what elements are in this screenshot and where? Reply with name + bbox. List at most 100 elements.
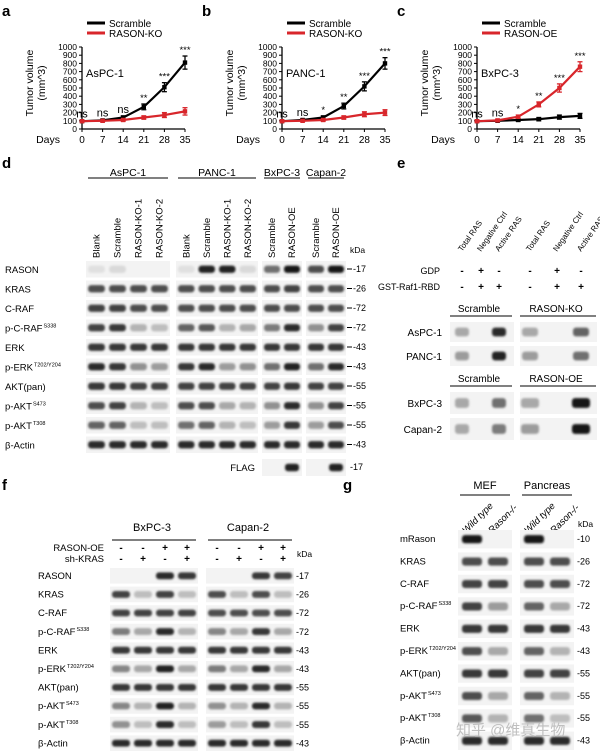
band xyxy=(462,736,482,745)
band xyxy=(109,265,126,273)
band xyxy=(328,324,344,332)
band xyxy=(550,714,570,723)
blot-g xyxy=(458,574,512,594)
row-label-main: p-C-RAF xyxy=(400,601,438,612)
lane-label: RASON-OE xyxy=(287,207,298,258)
band xyxy=(274,739,292,747)
blot-bands xyxy=(308,343,344,351)
band xyxy=(178,382,195,390)
condition-header: RASON-OE xyxy=(529,374,583,385)
blot-background xyxy=(110,716,198,733)
blot-g xyxy=(520,597,574,616)
blot-background xyxy=(110,623,198,640)
band xyxy=(198,363,215,371)
treatment-mark: + xyxy=(236,554,242,565)
cell-line-annotation: AsPC-1 xyxy=(86,68,124,80)
row-label-main: C-RAF xyxy=(400,579,429,590)
band xyxy=(524,624,544,633)
kda-marker: -43 xyxy=(577,736,590,746)
blot-background xyxy=(520,322,597,342)
treatment-mark: - xyxy=(163,554,166,565)
y-tick-label: 300 xyxy=(263,99,277,109)
band xyxy=(572,424,590,434)
treatment-mark: + xyxy=(162,543,168,554)
legend-label: RASON-KO xyxy=(109,29,163,40)
blot-row-label: C-RAF xyxy=(5,304,34,315)
band xyxy=(112,739,130,747)
blot-bands xyxy=(112,721,196,729)
band xyxy=(109,304,126,312)
band xyxy=(178,324,195,332)
band xyxy=(112,665,130,673)
blot-f xyxy=(110,568,198,584)
blot-bands xyxy=(308,285,344,293)
significance-mark: ns xyxy=(492,107,504,119)
band xyxy=(178,628,196,636)
blot-bands xyxy=(208,739,292,747)
kda-marker: -43 xyxy=(577,646,590,656)
band xyxy=(274,702,292,710)
blot-bands xyxy=(264,285,300,293)
blot-bands xyxy=(264,382,300,390)
significance-mark: *** xyxy=(379,47,390,58)
band xyxy=(230,702,248,710)
blot-row-label: ERK xyxy=(400,624,420,635)
blot-g xyxy=(520,552,574,571)
band xyxy=(550,669,570,678)
blot-e-top xyxy=(520,346,597,366)
y-tick-label: 100 xyxy=(263,116,277,126)
x-tick-label: 28 xyxy=(159,135,171,146)
blot-bands xyxy=(208,590,292,598)
blot-f xyxy=(206,642,294,658)
band xyxy=(151,343,168,351)
band xyxy=(264,343,280,351)
band xyxy=(328,343,344,351)
x-tick-label: 21 xyxy=(138,135,150,146)
band xyxy=(109,441,126,449)
band xyxy=(230,683,248,691)
y-tick-label: 600 xyxy=(458,75,472,85)
blot-background xyxy=(86,339,170,356)
band xyxy=(219,265,236,273)
lane-label: RASON-KO-1 xyxy=(134,199,145,258)
band xyxy=(151,304,168,312)
band xyxy=(130,421,147,429)
band xyxy=(492,351,506,361)
y-tick-label: 700 xyxy=(458,67,472,77)
band xyxy=(550,691,570,701)
band xyxy=(88,421,105,429)
band xyxy=(488,624,508,633)
blot-row-label: ERK xyxy=(5,343,25,354)
band xyxy=(488,557,508,566)
blot-β-Actin xyxy=(176,436,258,453)
blot-bands xyxy=(455,327,506,337)
blot-bands xyxy=(178,363,256,371)
blot-background xyxy=(110,642,198,658)
band xyxy=(252,628,270,636)
row-label-main: p-C-RAF xyxy=(5,324,43,335)
condition-header: Scramble xyxy=(458,374,501,385)
series-line xyxy=(281,111,386,123)
treatment-mark: - xyxy=(460,266,463,277)
kda-marker: -26 xyxy=(296,590,309,600)
band xyxy=(109,382,126,390)
band xyxy=(328,421,344,429)
band xyxy=(134,665,152,673)
band xyxy=(156,739,174,747)
blot-KRAS xyxy=(262,280,302,297)
blot-background xyxy=(262,397,302,414)
blot-row-label: AKT(pan) xyxy=(5,382,46,393)
blot-bands xyxy=(455,398,506,408)
y-tick-label: 0 xyxy=(467,124,472,134)
data-point xyxy=(300,118,305,123)
blot-bands xyxy=(264,304,300,312)
band xyxy=(239,343,256,351)
row-label-main: p-AKT xyxy=(400,691,427,702)
blot-background xyxy=(86,319,170,336)
row-label-main: ERK xyxy=(5,343,25,354)
group-header: AsPC-1 xyxy=(110,167,146,179)
blot-bands xyxy=(524,579,570,589)
blot-background xyxy=(206,568,294,584)
blot-AKT(pan) xyxy=(176,378,258,395)
